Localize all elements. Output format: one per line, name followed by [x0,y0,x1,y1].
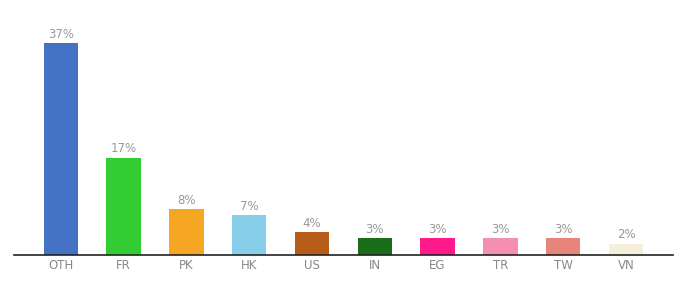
Text: 3%: 3% [428,223,447,236]
Bar [609,244,643,255]
Text: 7%: 7% [240,200,258,213]
Bar [358,238,392,255]
Bar [169,209,204,255]
Bar [420,238,455,255]
Text: 3%: 3% [491,223,509,236]
Bar [44,43,78,255]
Bar [546,238,581,255]
Bar [106,158,141,255]
Bar [483,238,517,255]
Text: 17%: 17% [111,142,137,155]
Text: 2%: 2% [617,228,635,241]
Text: 8%: 8% [177,194,196,207]
Bar [232,215,267,255]
Text: 3%: 3% [554,223,573,236]
Text: 3%: 3% [366,223,384,236]
Bar [294,232,329,255]
Text: 4%: 4% [303,217,322,230]
Text: 37%: 37% [48,28,74,41]
